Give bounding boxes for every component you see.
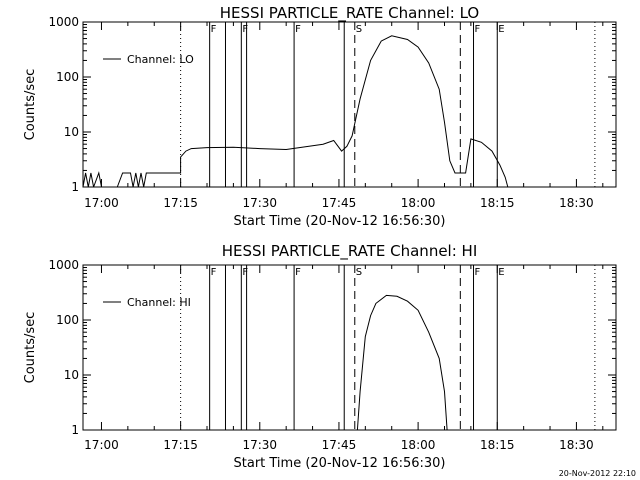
x-axis-label: Start Time (20-Nov-12 16:56:30) — [234, 456, 446, 471]
series-line — [356, 294, 448, 430]
y-tick-label: 10 — [64, 125, 79, 139]
event-flag-label: F — [475, 267, 481, 278]
y-tick-label: 100 — [56, 313, 79, 327]
event-flag-label: F — [295, 267, 301, 278]
y-tick-label: 1 — [71, 423, 79, 437]
event-flag-label: E — [498, 24, 504, 35]
chart-title: HESSI PARTICLE_RATE Channel: HI — [222, 242, 478, 261]
y-tick-label: 100 — [56, 70, 79, 84]
plot-timestamp: 20-Nov-2012 22:10 — [559, 469, 636, 478]
x-tick-label: 18:00 — [401, 438, 436, 452]
x-tick-label: 17:00 — [84, 196, 119, 210]
chart-title: HESSI PARTICLE_RATE Channel: LO — [220, 4, 479, 23]
event-flag-label: F — [295, 24, 301, 35]
event-flag-label: F — [242, 24, 248, 35]
y-axis-label: Counts/sec — [23, 69, 38, 141]
series-line — [83, 35, 509, 187]
chart-panel-1: HESSI PARTICLE_RATE Channel: LOF F F S F E 1 10… — [23, 4, 617, 229]
x-tick-label: 17:00 — [84, 438, 119, 452]
x-tick-label: 17:15 — [163, 438, 198, 452]
x-tick-label: 17:30 — [242, 196, 277, 210]
y-tick-label: 10 — [64, 368, 79, 382]
x-tick-label: 17:45 — [322, 438, 357, 452]
plot-frame — [82, 264, 617, 431]
plot-frame — [82, 21, 617, 188]
event-flag-label: F — [211, 267, 217, 278]
chart-panel-2: HESSI PARTICLE_RATE Channel: HI F F F S F E 1 10… — [23, 242, 617, 471]
y-tick-label: 1000 — [48, 258, 79, 272]
event-flag-label: S — [356, 267, 362, 278]
x-tick-label: 18:15 — [480, 196, 515, 210]
x-tick-label: 18:00 — [401, 196, 436, 210]
x-tick-label: 17:45 — [322, 196, 357, 210]
event-flag-label: F — [211, 24, 217, 35]
x-tick-label: 18:30 — [559, 438, 594, 452]
event-flag-label: F — [475, 24, 481, 35]
x-axis-label: Start Time (20-Nov-12 16:56:30) — [234, 214, 446, 229]
legend-label: Channel: HI — [127, 296, 191, 309]
event-flag-label: E — [498, 267, 504, 278]
x-tick-label: 17:30 — [242, 438, 277, 452]
x-tick-label: 18:30 — [559, 196, 594, 210]
legend-label: Channel: LO — [127, 53, 194, 66]
y-tick-label: 1000 — [48, 15, 79, 29]
event-flag-label: S — [356, 24, 362, 35]
y-tick-label: 1 — [71, 180, 79, 194]
y-axis-label: Counts/sec — [23, 312, 38, 384]
event-flag-label: F — [242, 267, 248, 278]
x-tick-label: 17:15 — [163, 196, 198, 210]
x-tick-label: 18:15 — [480, 438, 515, 452]
